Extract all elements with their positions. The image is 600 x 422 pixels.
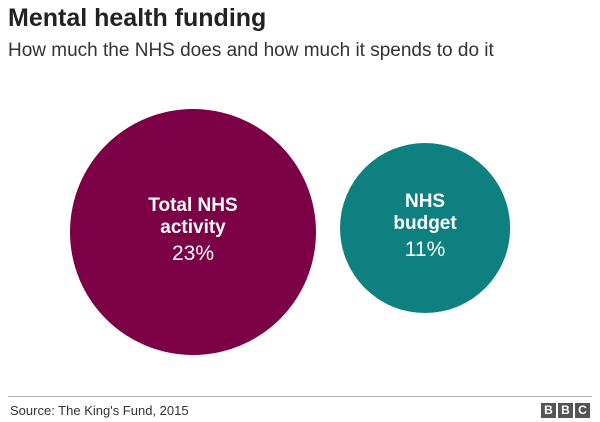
logo-letter: B bbox=[541, 403, 556, 418]
logo-letter: B bbox=[558, 403, 573, 418]
bubble-label: NHS budget 11% bbox=[380, 191, 469, 265]
value-label: 11% bbox=[404, 238, 446, 261]
chart-subtitle: How much the NHS does and how much it sp… bbox=[8, 40, 494, 61]
category-label: NHS budget bbox=[393, 191, 457, 234]
bubble bbox=[70, 109, 316, 355]
category-label: Total NHS activity bbox=[148, 195, 238, 238]
value-label: 23% bbox=[171, 242, 215, 265]
footer-rule bbox=[8, 396, 592, 397]
bubble-label: Total NHS activity 23% bbox=[128, 195, 257, 269]
bubble bbox=[340, 142, 511, 314]
chart-title: Mental health funding bbox=[8, 4, 267, 32]
logo-letter: C bbox=[575, 403, 590, 418]
source: Source: The King's Fund, 2015 bbox=[10, 403, 189, 418]
